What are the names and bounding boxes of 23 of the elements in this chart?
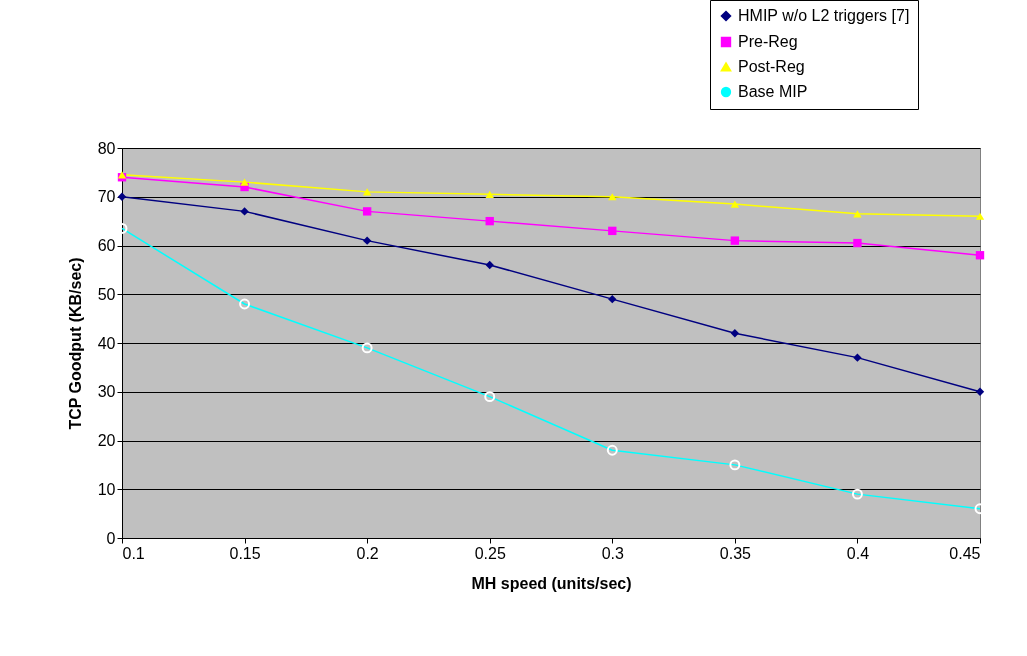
legend-label: Post-Reg (738, 58, 805, 75)
legend-label: Base MIP (738, 83, 808, 100)
y-tick-label: 70 (97, 188, 116, 206)
x-tick-label: 0.4 (846, 544, 870, 562)
y-tick-label: 10 (97, 480, 116, 498)
x-axis-title: MH speed (units/sec) (471, 574, 632, 592)
y-tick-label: 40 (97, 334, 116, 352)
x-tick-label: 0.3 (601, 544, 624, 562)
y-tick-label: 20 (97, 432, 116, 449)
y-tick-label: 30 (97, 383, 116, 401)
y-tick-label: 50 (97, 285, 116, 303)
x-tick-label: 0.1 (122, 544, 145, 562)
x-tick-label: 0.2 (356, 544, 379, 562)
x-tick-label: 0.45 (949, 544, 981, 562)
x-tick-label: 0.35 (719, 544, 752, 562)
x-tick-label: 0.15 (229, 544, 261, 562)
legend-label: HMIP w/o L2 triggers [7] (738, 7, 910, 24)
x-tick-label: 0.25 (474, 544, 506, 562)
y-tick-label: 80 (97, 139, 116, 157)
y-tick-label: 60 (97, 237, 116, 254)
y-axis-title: TCP Goodput (KB/sec) (66, 257, 84, 430)
legend-label: Pre-Reg (738, 33, 798, 50)
y-tick-label: 0 (106, 529, 116, 547)
